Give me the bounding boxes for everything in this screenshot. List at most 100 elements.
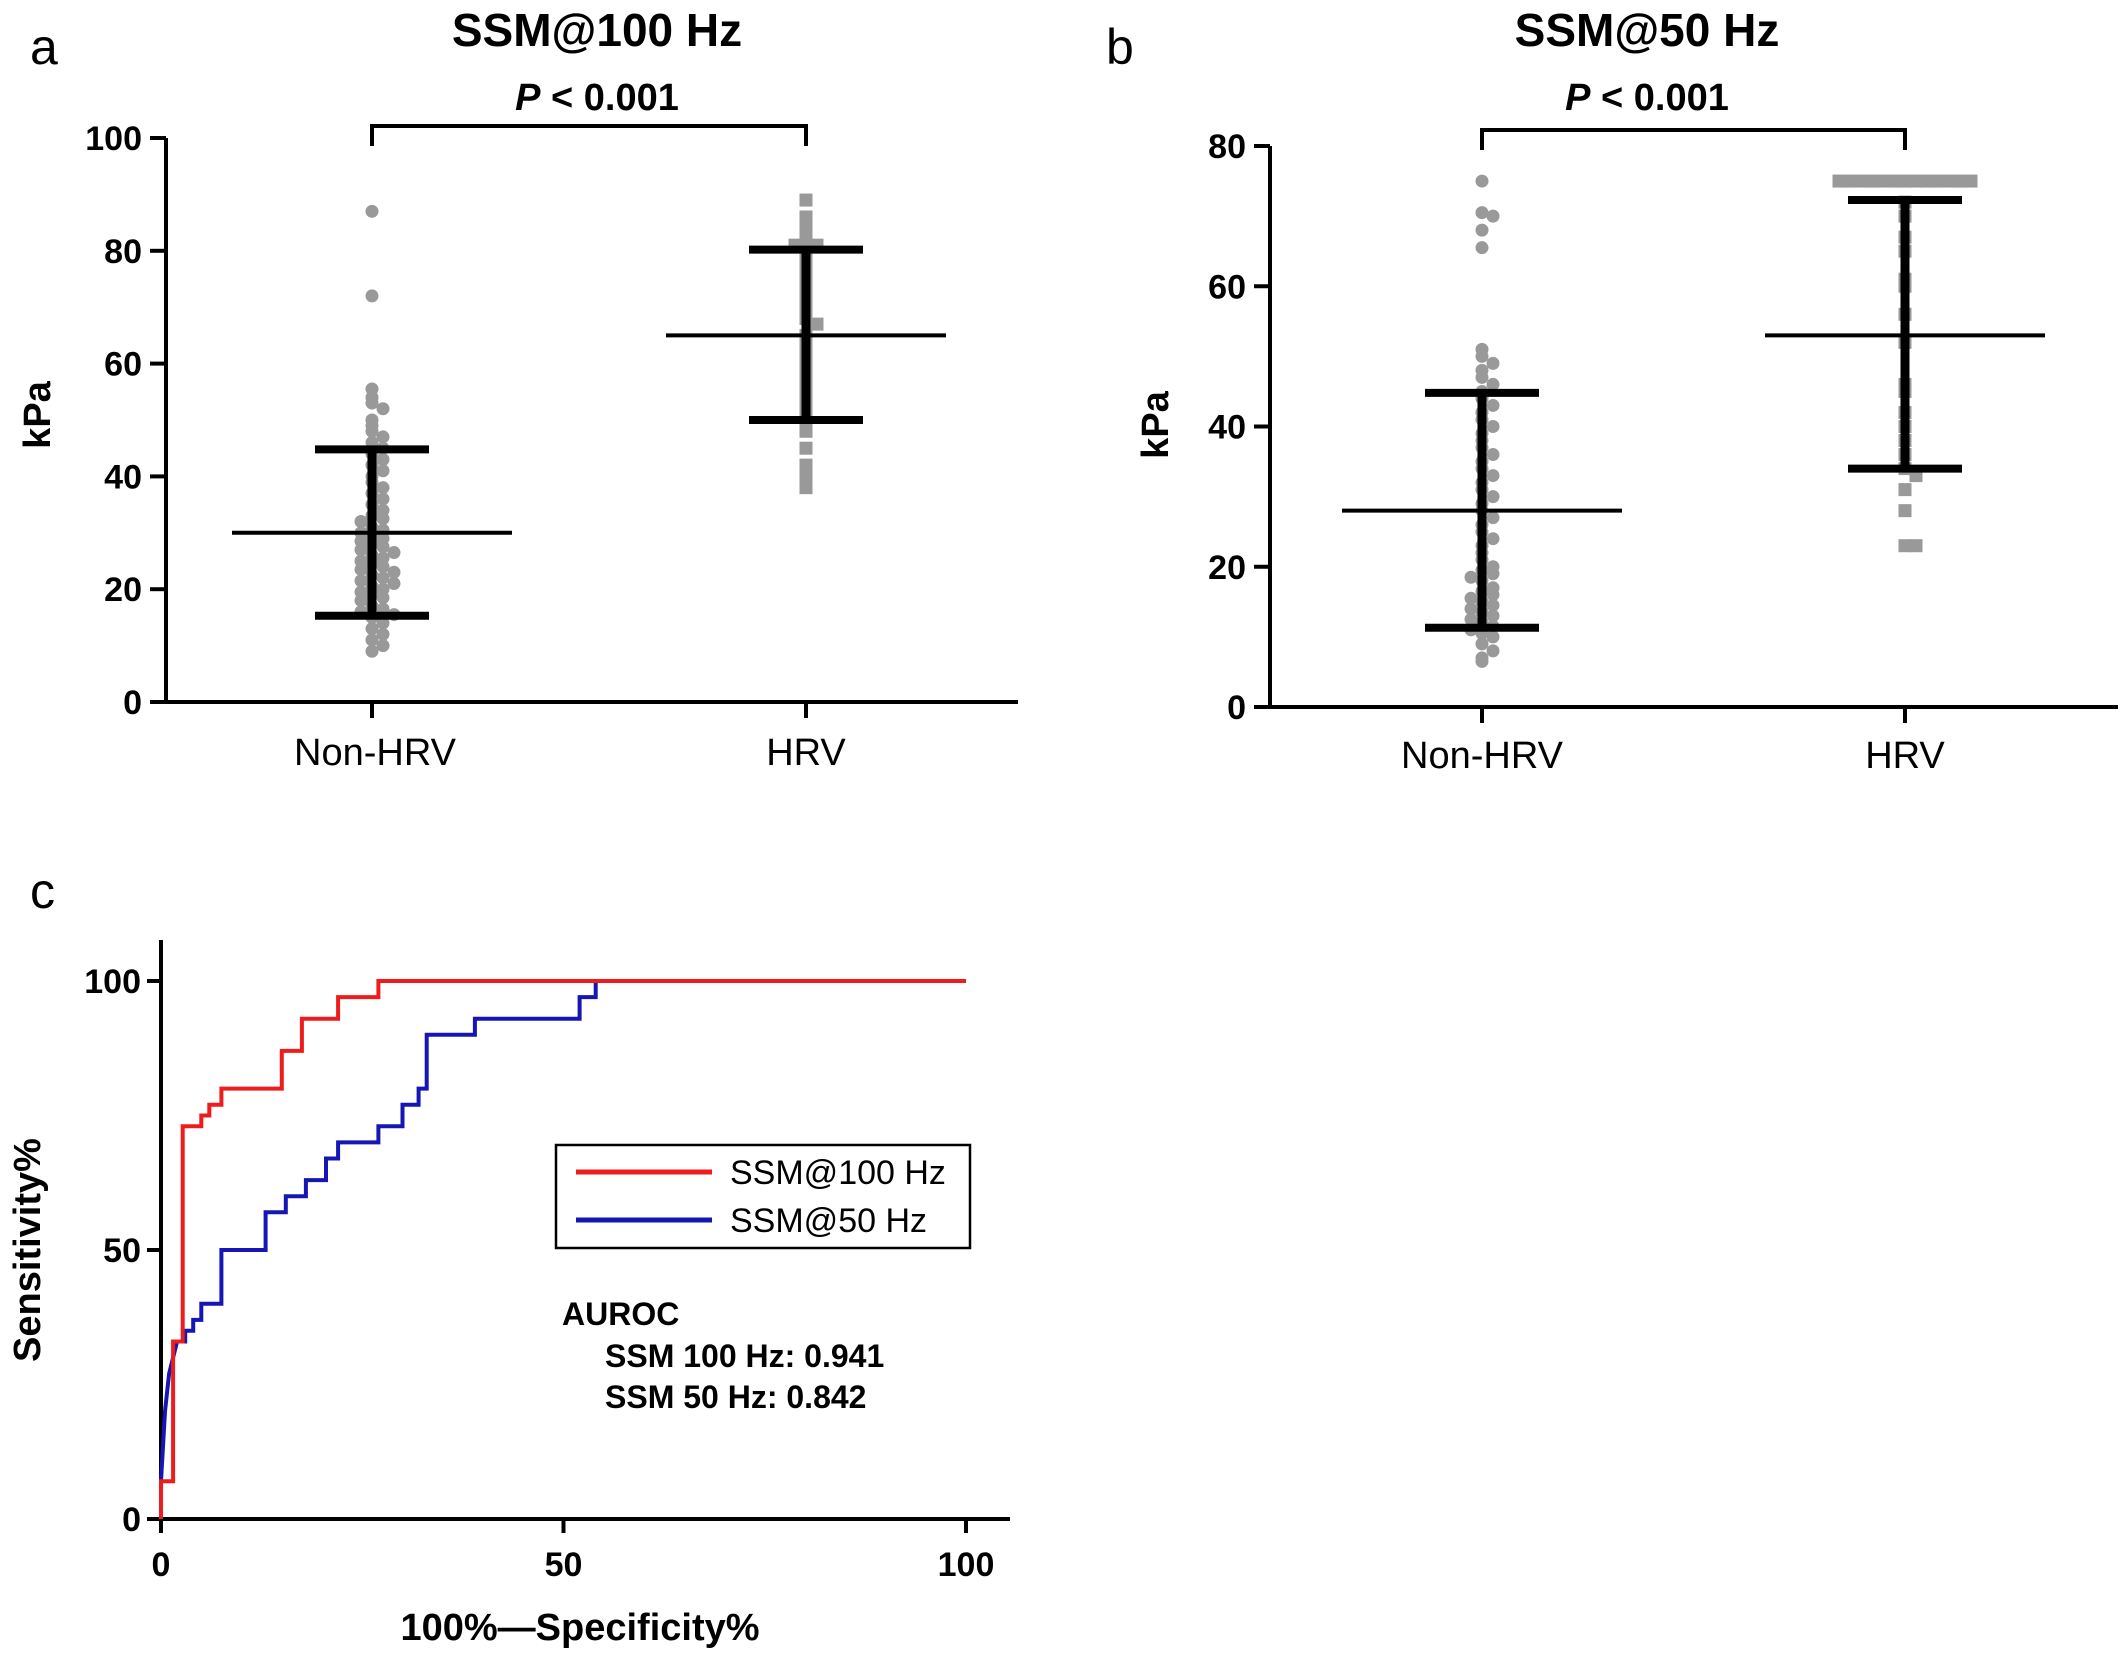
data-point-b-1-7 <box>1942 174 1956 188</box>
data-point-a-1-25 <box>799 458 813 472</box>
data-point-b-0-57 <box>1486 644 1500 658</box>
data-point-b-0-29 <box>1486 511 1500 525</box>
data-point-a-0-51 <box>376 591 390 605</box>
data-point-a-1-24 <box>799 441 813 455</box>
data-point-a-0-44 <box>376 571 390 585</box>
panel-letter-c: c <box>30 863 55 919</box>
panel-letter-b: b <box>1106 19 1134 75</box>
data-point-b-1-29 <box>1898 483 1912 497</box>
chart-title-a: SSM@100 Hz <box>452 4 742 56</box>
y-tick-label-c-50: 50 <box>103 1232 141 1270</box>
data-point-a-1-26 <box>799 469 813 483</box>
data-point-a-0-59 <box>365 622 379 636</box>
x-tick-label-c-0: 0 <box>152 1546 171 1584</box>
y-axis-label-b: kPa <box>1135 390 1177 458</box>
x-category-label-a-0: Non-HRV <box>294 732 457 774</box>
auroc-title: AUROC <box>562 1296 679 1332</box>
p-symbol-a: P <box>515 77 541 119</box>
data-point-b-1-4 <box>1876 174 1890 188</box>
data-point-a-0-58 <box>376 616 390 630</box>
data-point-b-0-26 <box>1486 490 1500 504</box>
data-point-b-1-31 <box>1898 539 1912 553</box>
data-point-b-1-0 <box>1898 174 1912 188</box>
data-point-a-0-41 <box>354 562 368 576</box>
data-point-b-0-10 <box>1486 377 1500 391</box>
data-point-b-1-3 <box>1920 174 1934 188</box>
data-point-a-0-0 <box>365 204 379 218</box>
y-tick-label-a-40: 40 <box>104 458 142 496</box>
auroc-ssm50: SSM 50 Hz: 0.842 <box>605 1379 866 1415</box>
legend-label-ssm50: SSM@50 Hz <box>730 1202 927 1240</box>
data-point-b-1-1 <box>1909 174 1923 188</box>
data-point-b-1-9 <box>1953 174 1967 188</box>
data-point-a-0-9 <box>376 430 390 444</box>
data-point-a-0-5 <box>376 402 390 416</box>
x-category-label-b-0: Non-HRV <box>1401 735 1564 777</box>
data-point-a-0-8 <box>365 424 379 438</box>
data-point-a-0-63 <box>365 644 379 658</box>
data-point-b-0-3 <box>1475 223 1489 237</box>
data-point-a-1-3 <box>799 233 813 247</box>
x-tick-label-c-100: 100 <box>938 1546 995 1584</box>
x-category-label-b-1: HRV <box>1865 735 1945 777</box>
data-point-a-0-40 <box>376 560 390 574</box>
data-point-a-0-34 <box>354 543 368 557</box>
panel-letter-a: a <box>30 19 58 75</box>
data-point-b-0-4 <box>1475 241 1489 255</box>
data-point-b-1-30 <box>1898 504 1912 518</box>
data-point-b-1-6 <box>1865 174 1879 188</box>
data-point-a-0-20 <box>376 492 390 506</box>
data-point-b-0-7 <box>1486 356 1500 370</box>
data-point-a-0-15 <box>376 464 390 478</box>
y-tick-label-b-40: 40 <box>1208 409 1246 447</box>
data-point-a-0-33 <box>376 540 390 554</box>
y-tick-label-a-80: 80 <box>104 233 142 271</box>
data-point-a-0-52 <box>354 593 368 607</box>
data-point-a-1-13 <box>810 317 824 331</box>
data-point-b-1-8 <box>1854 174 1868 188</box>
data-point-b-0-0 <box>1475 174 1489 188</box>
data-point-a-0-24 <box>376 512 390 526</box>
significance-bracket-a <box>370 124 808 146</box>
data-point-b-1-12 <box>1832 174 1846 188</box>
data-point-b-1-32 <box>1909 539 1923 553</box>
data-point-b-0-6 <box>1475 349 1489 363</box>
data-point-b-0-32 <box>1486 532 1500 546</box>
p-text-a: < 0.001 <box>540 77 678 119</box>
data-point-a-0-25 <box>354 515 368 529</box>
x-axis-label-c: 100%—Specificity% <box>400 1607 759 1649</box>
data-point-a-1-1 <box>799 210 813 224</box>
data-point-b-0-13 <box>1486 398 1500 412</box>
data-point-a-0-42 <box>387 565 401 579</box>
chart-title-b: SSM@50 Hz <box>1515 4 1780 56</box>
y-tick-label-a-20: 20 <box>104 571 142 609</box>
data-point-b-0-1 <box>1475 206 1489 220</box>
y-tick-label-b-20: 20 <box>1208 549 1246 587</box>
data-point-a-0-62 <box>376 639 390 653</box>
data-point-b-0-2 <box>1486 209 1500 223</box>
data-point-b-0-16 <box>1486 420 1500 433</box>
data-point-b-1-2 <box>1887 174 1901 188</box>
legend: SSM@100 Hz SSM@50 Hz <box>554 1143 972 1250</box>
y-tick-label-a-0: 0 <box>123 684 142 722</box>
data-point-b-0-23 <box>1486 469 1500 483</box>
data-point-b-1-5 <box>1931 174 1945 188</box>
data-point-b-0-9 <box>1475 370 1489 384</box>
x-category-label-a-1: HRV <box>766 732 846 774</box>
y-axis-label-a: kPa <box>17 380 59 448</box>
y-tick-label-a-100: 100 <box>85 120 142 158</box>
data-point-b-0-49 <box>1486 609 1500 623</box>
data-point-b-0-59 <box>1475 654 1489 668</box>
data-point-a-0-18 <box>376 481 390 495</box>
data-point-b-0-44 <box>1464 591 1478 605</box>
p-text-b: < 0.001 <box>1590 77 1728 119</box>
data-point-b-1-10 <box>1843 174 1857 188</box>
data-point-a-1-23 <box>799 424 813 438</box>
legend-box <box>554 1143 972 1250</box>
data-point-b-0-50 <box>1464 612 1478 626</box>
y-axis-label-c: Sensitivity% <box>7 1138 49 1362</box>
y-tick-label-b-80: 80 <box>1208 128 1246 166</box>
data-point-a-1-2 <box>799 221 813 235</box>
data-point-b-0-56 <box>1475 637 1489 651</box>
